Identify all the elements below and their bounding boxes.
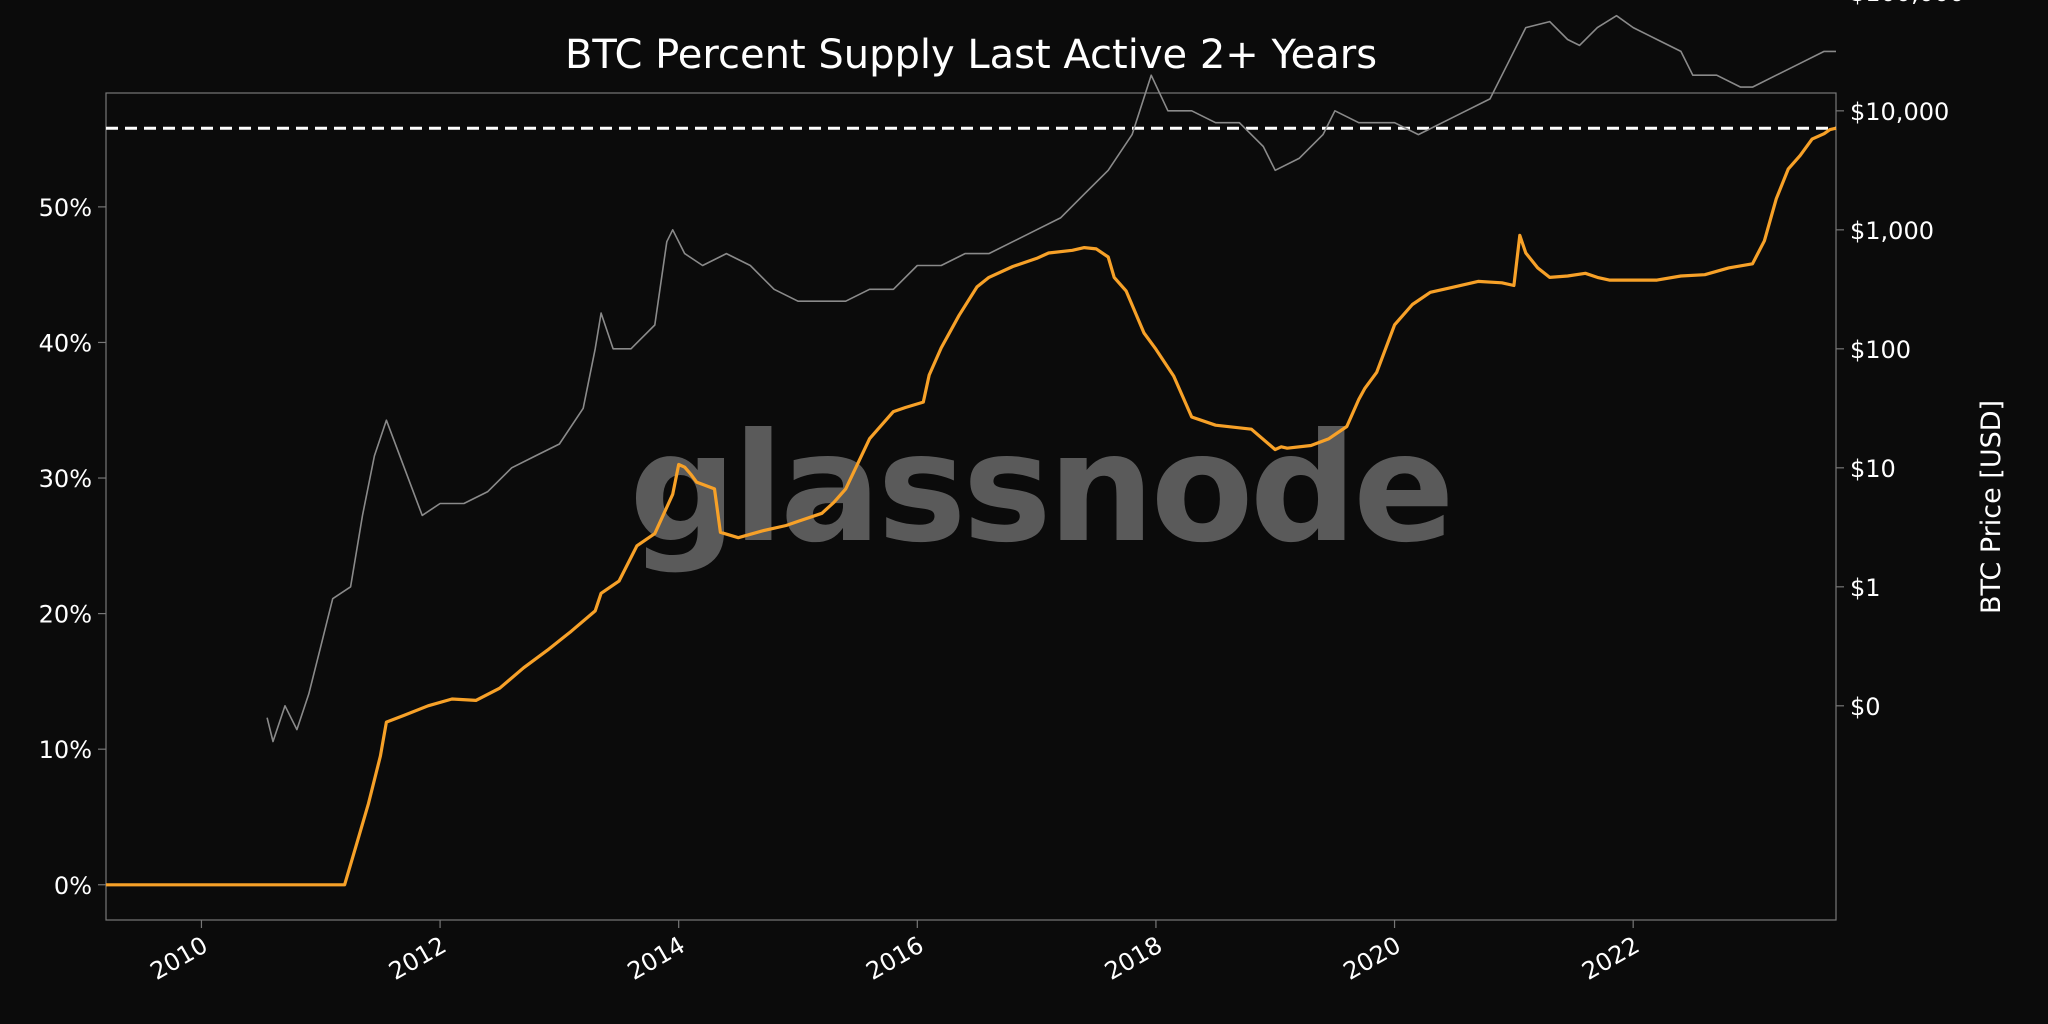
left-tick-label: 40% — [39, 329, 92, 357]
right-tick-label: $100,000 — [1850, 0, 1965, 7]
right-axis-label: BTC Price [USD] — [1976, 400, 2007, 614]
right-tick-label: $0 — [1850, 693, 1881, 721]
left-tick-label: 30% — [39, 465, 92, 493]
chart-title: BTC Percent Supply Last Active 2+ Years — [565, 32, 1377, 78]
supply-percent-line — [106, 126, 1837, 887]
left-tick-label: 0% — [54, 872, 92, 900]
right-tick-label: $1 — [1850, 574, 1881, 602]
btc-price-line — [266, 14, 1836, 743]
right-tick-label: $10 — [1850, 455, 1896, 483]
plot-area: 0% 10% 20% 30% 40% 50% $0 $1 $10 $100 $1,000 $10,00… — [39, 0, 1965, 986]
right-tick-label: $100 — [1850, 336, 1911, 364]
left-tick-label: 50% — [39, 194, 92, 222]
right-tick-label: $1,000 — [1850, 217, 1934, 245]
right-tick-label: $10,000 — [1850, 98, 1949, 126]
left-tick-label: 20% — [39, 601, 92, 629]
glassnode-watermark: glassnode — [629, 402, 1451, 576]
plot-frame — [105, 92, 1837, 921]
left-tick-label: 10% — [39, 736, 92, 764]
